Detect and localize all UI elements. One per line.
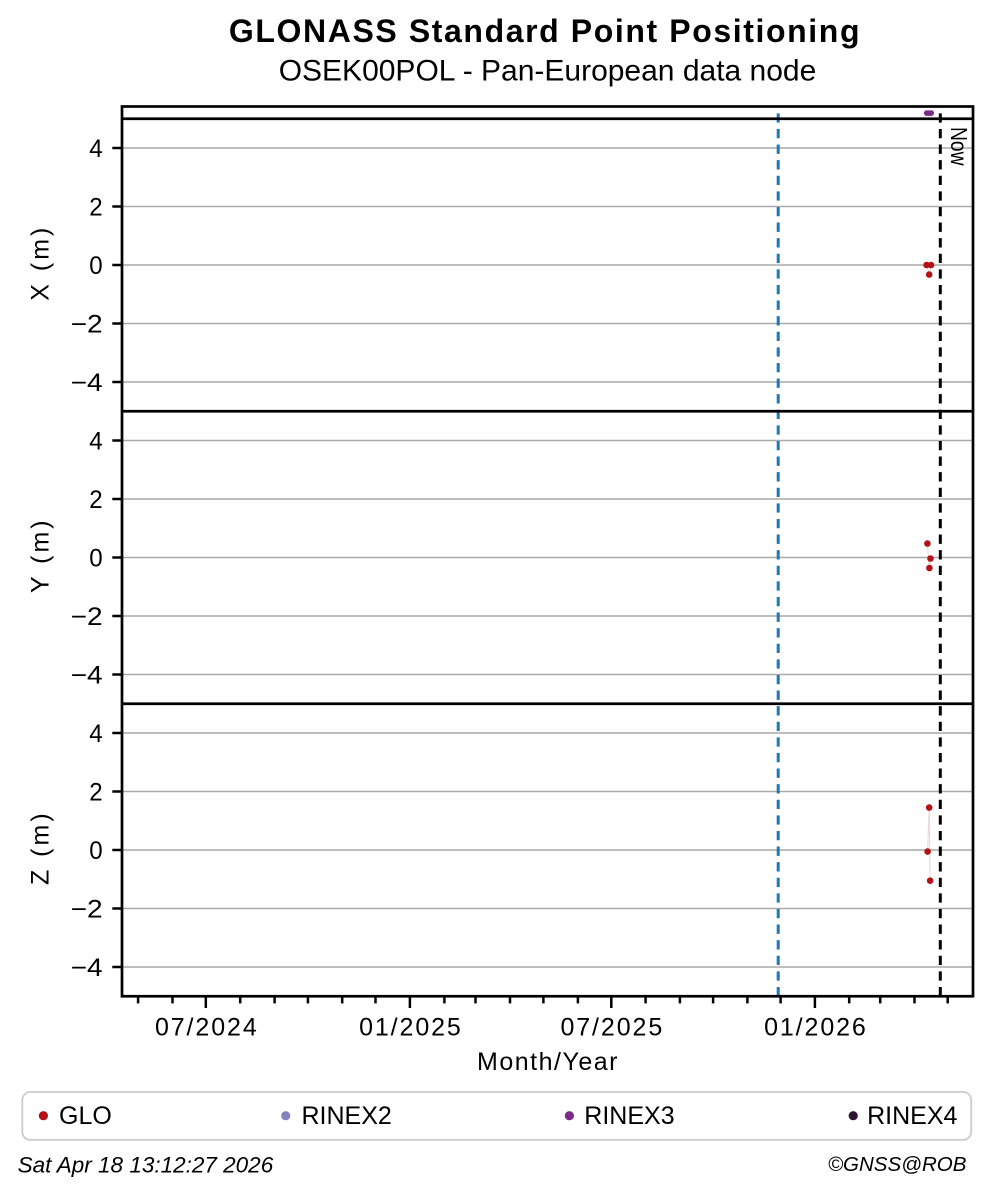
svg-text:Now: Now <box>946 127 972 166</box>
svg-text:−4: −4 <box>71 662 103 690</box>
svg-text:RINEX3: RINEX3 <box>584 1102 674 1130</box>
svg-text:0: 0 <box>89 252 102 280</box>
svg-text:0: 0 <box>89 545 102 573</box>
svg-text:4: 4 <box>89 720 102 748</box>
svg-text:01/2026: 01/2026 <box>764 1013 868 1041</box>
svg-text:−2: −2 <box>71 603 103 631</box>
svg-text:RINEX2: RINEX2 <box>302 1102 392 1130</box>
svg-text:Y (m): Y (m) <box>27 517 55 593</box>
svg-text:4: 4 <box>89 428 102 456</box>
svg-text:07/2024: 07/2024 <box>155 1013 259 1041</box>
svg-text:−4: −4 <box>71 954 103 982</box>
svg-text:4: 4 <box>89 135 102 163</box>
svg-text:−4: −4 <box>71 369 103 397</box>
svg-text:2: 2 <box>89 486 102 514</box>
svg-text:X (m): X (m) <box>27 225 55 301</box>
svg-text:RINEX4: RINEX4 <box>867 1102 957 1130</box>
svg-text:0: 0 <box>89 837 102 865</box>
svg-text:−2: −2 <box>71 311 103 339</box>
svg-text:OSEK00POL - Pan-European data: OSEK00POL - Pan-European data node <box>279 55 817 88</box>
svg-text:01/2025: 01/2025 <box>359 1013 463 1041</box>
svg-text:GLO: GLO <box>59 1102 112 1130</box>
svg-text:©GNSS@ROB: ©GNSS@ROB <box>828 1153 966 1176</box>
svg-text:07/2025: 07/2025 <box>560 1013 664 1041</box>
svg-text:Z (m): Z (m) <box>27 810 55 885</box>
svg-text:GLONASS Standard Point Positio: GLONASS Standard Point Positioning <box>229 13 861 49</box>
svg-text:2: 2 <box>89 779 102 807</box>
svg-text:−2: −2 <box>71 896 103 924</box>
svg-text:Month/Year: Month/Year <box>477 1048 619 1076</box>
svg-text:Sat Apr 18 13:12:27 2026: Sat Apr 18 13:12:27 2026 <box>18 1153 274 1178</box>
svg-text:2: 2 <box>89 194 102 222</box>
